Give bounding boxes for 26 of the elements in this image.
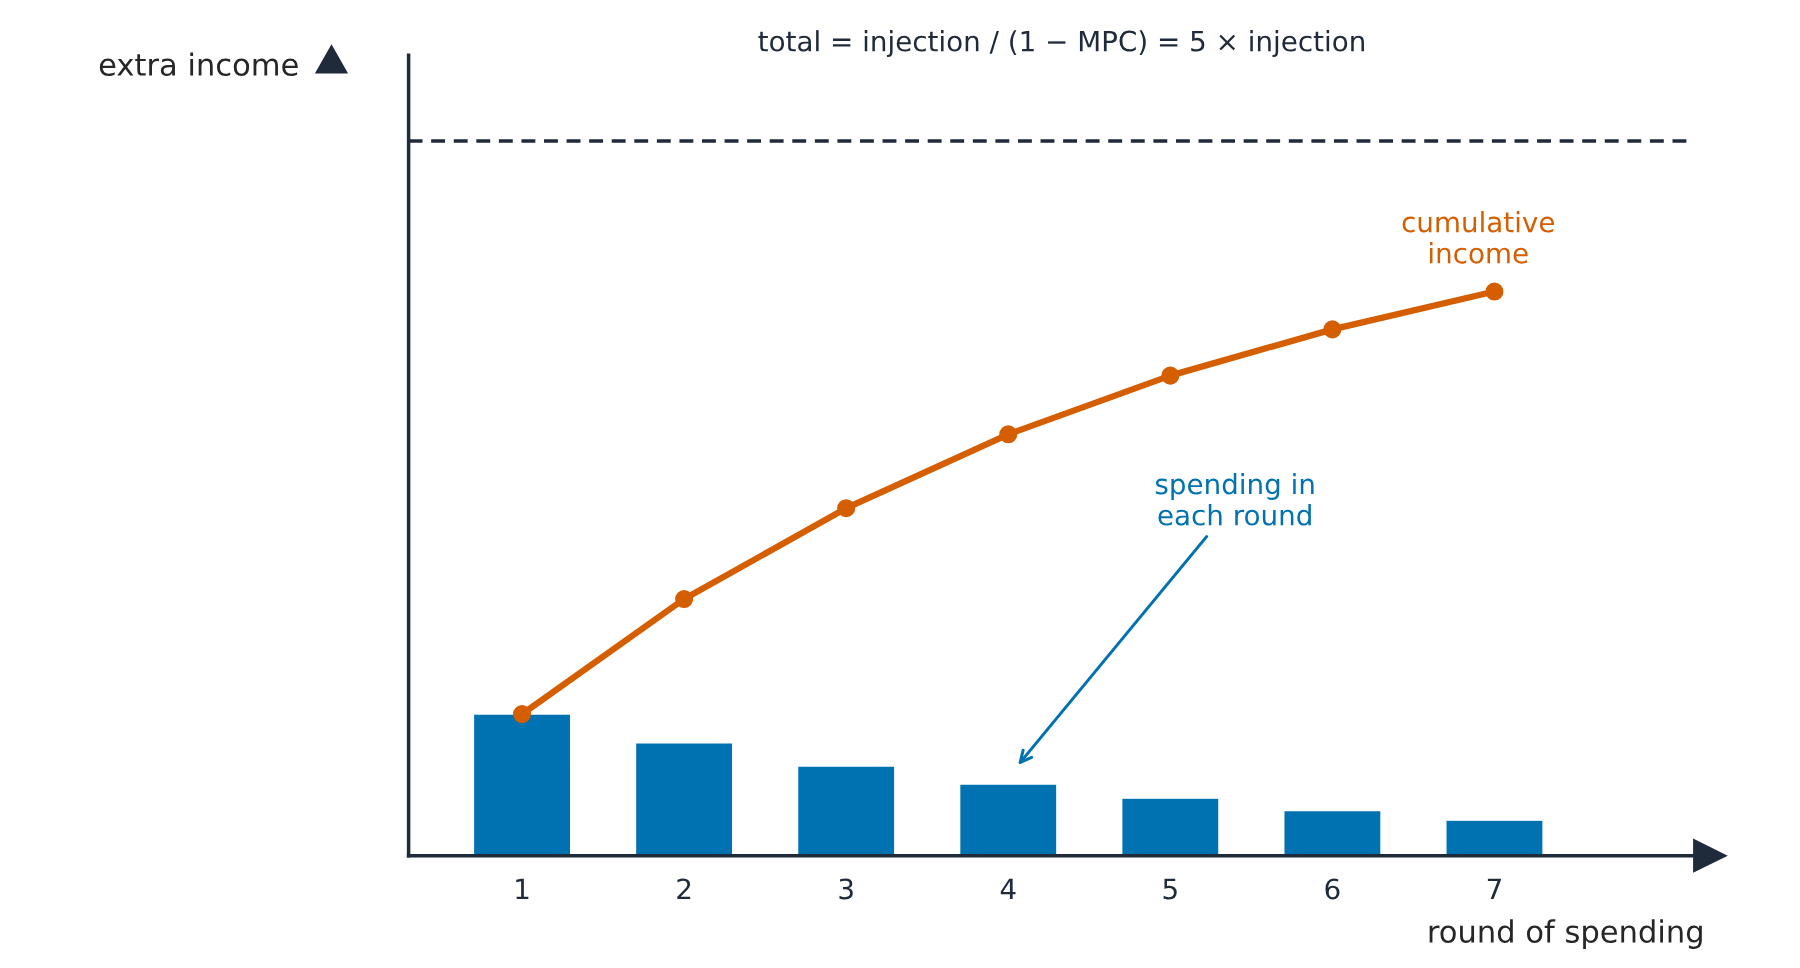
x-tick-label: 5	[1163, 878, 1177, 900]
chart-title: total = injection / (1 − MPC) = 5 × injection	[758, 30, 1364, 57]
bar	[472, 713, 572, 856]
x-tick-label: 2	[677, 878, 691, 900]
point	[1323, 320, 1342, 339]
point	[1161, 366, 1180, 385]
point	[675, 590, 694, 609]
bar	[1121, 797, 1220, 856]
x-tick-label: 1	[516, 878, 529, 900]
x-tick-label: 3	[839, 878, 853, 900]
x-axis-title: round of spending	[1429, 919, 1702, 949]
point	[999, 425, 1018, 444]
point	[513, 705, 532, 724]
point	[837, 499, 856, 518]
text: spending in each round	[1155, 473, 1314, 526]
bar	[796, 765, 896, 856]
bar	[634, 742, 734, 856]
text: extra income	[99, 52, 298, 77]
x-tick-label: 7	[1487, 878, 1501, 900]
series-label: cumulative income	[1402, 211, 1554, 264]
point	[1485, 282, 1504, 301]
bar	[1283, 809, 1382, 856]
bar	[958, 783, 1058, 856]
bar	[1445, 819, 1544, 856]
x-tick-label: 6	[1325, 878, 1340, 900]
x-tick-label: 4	[1000, 878, 1016, 900]
